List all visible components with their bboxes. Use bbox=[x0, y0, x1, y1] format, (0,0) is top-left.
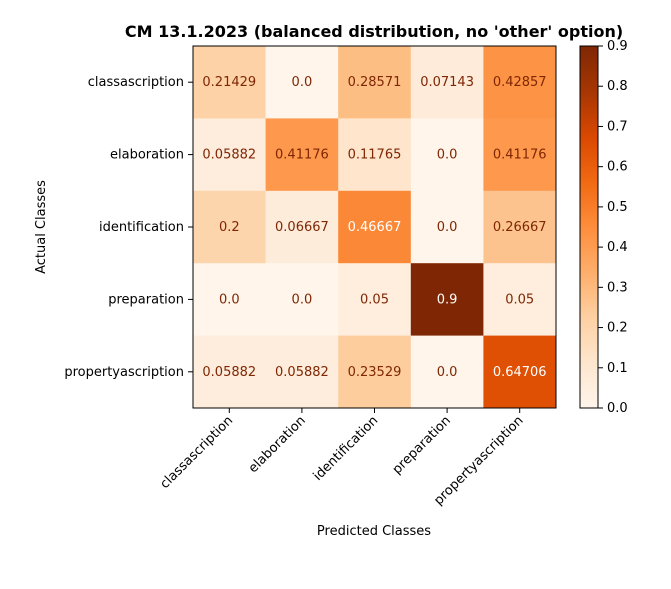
y-tick-label: propertyascription bbox=[64, 365, 184, 380]
cell-value-label: 0.46667 bbox=[348, 220, 402, 235]
heatmap-cell bbox=[410, 118, 484, 192]
heatmap-cell bbox=[193, 190, 267, 264]
cell-value-label: 0.07143 bbox=[420, 75, 474, 90]
heatmap-cell bbox=[338, 335, 412, 409]
heatmap-cell bbox=[410, 263, 484, 337]
heatmap-cell bbox=[410, 46, 484, 119]
cell-value-label: 0.23529 bbox=[348, 365, 402, 380]
heatmap-cell bbox=[265, 335, 339, 409]
y-tick-label: classascription bbox=[88, 75, 184, 90]
y-tick-label: elaboration bbox=[110, 148, 184, 163]
heatmap-cell bbox=[193, 263, 267, 337]
colorbar-tick-label: 0.2 bbox=[607, 321, 628, 336]
colorbar-tick-label: 0.8 bbox=[607, 79, 628, 94]
cell-value-label: 0.0 bbox=[292, 75, 313, 90]
cell-value-label: 0.21429 bbox=[202, 75, 256, 90]
heatmap-cell bbox=[193, 335, 267, 409]
cell-value-label: 0.41176 bbox=[275, 148, 329, 163]
heatmap-cell bbox=[338, 263, 412, 337]
colorbar-tick-label: 0.4 bbox=[607, 240, 628, 255]
cell-value-label: 0.0 bbox=[437, 365, 458, 380]
colorbar-tick-label: 0.9 bbox=[607, 39, 628, 54]
colorbar-tick-label: 0.6 bbox=[607, 160, 628, 175]
cell-value-label: 0.05 bbox=[360, 292, 389, 307]
cell-value-label: 0.41176 bbox=[493, 148, 547, 163]
cell-value-label: 0.05882 bbox=[275, 365, 329, 380]
cell-value-label: 0.28571 bbox=[348, 75, 402, 90]
cell-value-label: 0.05882 bbox=[202, 365, 256, 380]
cell-value-label: 0.05 bbox=[505, 292, 534, 307]
cell-value-label: 0.26667 bbox=[493, 220, 547, 235]
heatmap-cell-labels: 0.21429 0.0 0.28571 0.07143 0.42857 0.05882 0.… bbox=[202, 75, 546, 380]
heatmap-cell bbox=[410, 190, 484, 264]
heatmap-cell bbox=[338, 46, 412, 119]
colorbar-tick-label: 0.3 bbox=[607, 280, 628, 295]
cell-value-label: 0.05882 bbox=[202, 148, 256, 163]
y-axis-label: Actual Classes bbox=[34, 180, 49, 274]
cell-value-label: 0.42857 bbox=[493, 75, 547, 90]
y-axis-ticks: classascription elaboration identification… bbox=[64, 75, 193, 380]
colorbar-tick-label: 0.5 bbox=[607, 200, 628, 215]
heatmap-cell bbox=[265, 118, 339, 192]
x-axis-ticks: classascription elaboration identification… bbox=[157, 408, 527, 508]
heatmap-cell bbox=[265, 263, 339, 337]
colorbar-tick-label: 0.0 bbox=[607, 401, 628, 416]
x-tick-label: elaboration bbox=[246, 413, 309, 476]
chart-title: CM 13.1.2023 (balanced distribution, no … bbox=[125, 22, 623, 41]
colorbar-tick-label: 0.1 bbox=[607, 361, 628, 376]
heatmap-cell bbox=[265, 190, 339, 264]
heatmap-cells bbox=[193, 46, 557, 409]
colorbar-tick-label: 0.7 bbox=[607, 119, 628, 134]
heatmap-cell bbox=[193, 118, 267, 192]
cell-value-label: 0.2 bbox=[219, 220, 240, 235]
heatmap-cell bbox=[483, 190, 557, 264]
cell-value-label: 0.11765 bbox=[348, 148, 402, 163]
cell-value-label: 0.9 bbox=[437, 292, 458, 307]
heatmap-cell bbox=[483, 46, 557, 119]
y-tick-label: identification bbox=[99, 220, 184, 235]
heatmap-cell bbox=[338, 190, 412, 264]
cell-value-label: 0.0 bbox=[437, 148, 458, 163]
cell-value-label: 0.64706 bbox=[493, 365, 547, 380]
x-tick-label: identification bbox=[311, 413, 382, 484]
x-tick-label: preparation bbox=[390, 413, 454, 477]
x-axis-label: Predicted Classes bbox=[317, 524, 431, 539]
cell-value-label: 0.0 bbox=[219, 292, 240, 307]
heatmap-cell bbox=[410, 335, 484, 409]
y-tick-label: preparation bbox=[108, 292, 184, 307]
cell-value-label: 0.06667 bbox=[275, 220, 329, 235]
heatmap-cell bbox=[193, 46, 267, 119]
colorbar bbox=[579, 45, 599, 409]
x-tick-label: classascription bbox=[157, 413, 236, 492]
cell-value-label: 0.0 bbox=[437, 220, 458, 235]
heatmap-cell bbox=[265, 46, 339, 119]
heatmap-cell bbox=[338, 118, 412, 192]
cell-value-label: 0.0 bbox=[292, 292, 313, 307]
colorbar-ticks: 0.0 0.1 0.2 0.3 0.4 0.5 0.6 0.7 0.8 0.9 bbox=[598, 39, 628, 416]
heatmap-cell bbox=[483, 118, 557, 192]
heatmap-cell bbox=[483, 335, 557, 409]
heatmap-cell bbox=[483, 263, 557, 337]
